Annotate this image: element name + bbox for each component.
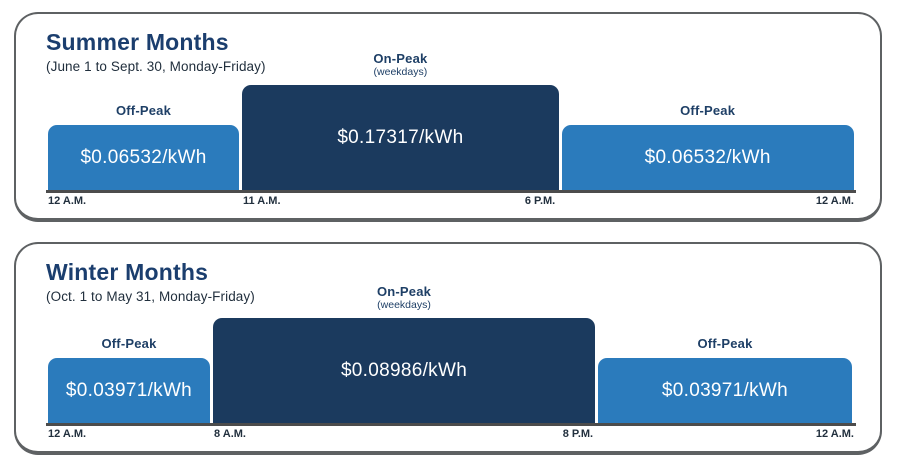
winter-offpeak-morning-label: Off-Peak bbox=[101, 336, 157, 352]
winter-onpeak-bar: On-Peak (weekdays) $0.08986/kWh bbox=[213, 284, 596, 423]
summer-offpeak-morning-label: Off-Peak bbox=[115, 103, 172, 119]
summer-time-axis: 12 A.M. 11 A.M. 6 P.M. 12 A.M. bbox=[48, 195, 854, 209]
summer-axis-line bbox=[46, 190, 856, 193]
summer-onpeak-label: On-Peak (weekdays) bbox=[373, 50, 428, 79]
winter-tick-midnight-start: 12 A.M. bbox=[48, 428, 87, 440]
winter-tick-peak-end: 8 P.M. bbox=[562, 428, 594, 440]
winter-onpeak-rate: $0.08986/kWh bbox=[340, 359, 468, 381]
winter-offpeak-evening-label: Off-Peak bbox=[697, 336, 753, 352]
summer-tick-midnight-start: 12 A.M. bbox=[48, 195, 87, 207]
winter-tick-peak-start: 8 A.M. bbox=[214, 428, 246, 440]
summer-tick-midnight-end: 12 A.M. bbox=[815, 195, 854, 207]
winter-card-subtitle: (Oct. 1 to May 31, Monday-Friday) bbox=[46, 289, 255, 305]
winter-offpeak-evening-bar: Off-Peak $0.03971/kWh bbox=[598, 336, 852, 423]
winter-offpeak-morning-rate: $0.03971/kWh bbox=[65, 379, 193, 401]
summer-offpeak-evening-rate: $0.06532/kWh bbox=[644, 146, 771, 168]
summer-offpeak-evening-bar: Off-Peak $0.06532/kWh bbox=[561, 103, 854, 190]
summer-tick-peak-start: 11 A.M. bbox=[243, 195, 281, 207]
summer-offpeak-morning-bar: Off-Peak $0.06532/kWh bbox=[48, 103, 240, 190]
winter-tick-midnight-end: 12 A.M. bbox=[815, 428, 854, 440]
summer-card-subtitle: (June 1 to Sept. 30, Monday-Friday) bbox=[46, 59, 266, 75]
winter-offpeak-evening-rate: $0.03971/kWh bbox=[661, 379, 789, 401]
winter-offpeak-morning-bar: Off-Peak $0.03971/kWh bbox=[48, 336, 210, 423]
winter-card-title: Winter Months bbox=[46, 259, 209, 285]
winter-time-axis: 12 A.M. 8 A.M. 8 P.M. 12 A.M. bbox=[48, 428, 854, 442]
summer-offpeak-evening-label: Off-Peak bbox=[680, 103, 736, 119]
summer-onpeak-bar: On-Peak (weekdays) $0.17317/kWh bbox=[242, 51, 559, 190]
summer-offpeak-morning-rate: $0.06532/kWh bbox=[80, 146, 207, 168]
summer-tick-peak-end: 6 P.M. bbox=[524, 195, 556, 207]
summer-card-title: Summer Months bbox=[46, 29, 229, 55]
summer-rate-chart: Off-Peak $0.06532/kWh On-Peak (weekdays)… bbox=[46, 51, 856, 193]
winter-rate-chart: Off-Peak $0.03971/kWh On-Peak (weekdays)… bbox=[46, 284, 856, 426]
summer-onpeak-rate: $0.17317/kWh bbox=[337, 126, 464, 148]
winter-onpeak-label: On-Peak (weekdays) bbox=[376, 283, 432, 312]
winter-axis-line bbox=[46, 423, 856, 426]
summer-months-card: Summer Months (June 1 to Sept. 30, Monda… bbox=[14, 12, 882, 222]
winter-months-card: Winter Months (Oct. 1 to May 31, Monday-… bbox=[14, 242, 882, 455]
